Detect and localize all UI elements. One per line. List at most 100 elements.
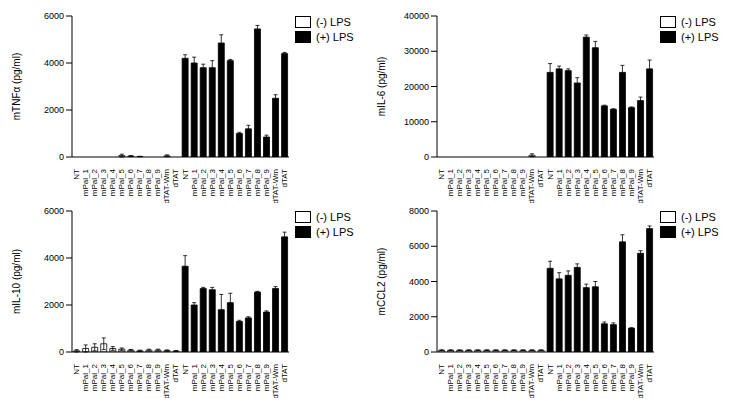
svg-text:mPal_7: mPal_7 [135,363,144,391]
svg-text:mPal_7: mPal_7 [244,363,253,391]
svg-text:0: 0 [424,347,429,357]
svg-text:mPal_4: mPal_4 [108,168,117,196]
svg-text:mPal_2: mPal_2 [455,363,464,391]
svg-text:NT: NT [181,364,190,375]
svg-text:mPal_9: mPal_9 [262,168,271,196]
svg-text:20000: 20000 [404,82,429,92]
svg-text:mPal_3: mPal_3 [208,168,217,196]
svg-text:mPal_9: mPal_9 [518,363,527,391]
svg-text:mPal_1: mPal_1 [190,168,199,196]
svg-text:4000: 4000 [44,58,64,68]
svg-text:dTAT: dTAT [280,169,289,187]
svg-text:mPal_5: mPal_5 [482,363,491,391]
svg-text:mPal_8: mPal_8 [253,363,262,391]
svg-text:mPal_3: mPal_3 [573,363,582,391]
svg-text:mPal_1: mPal_1 [446,363,455,391]
svg-text:dTAT: dTAT [645,364,654,382]
svg-text:mPal_5: mPal_5 [591,168,600,196]
svg-text:2000: 2000 [409,312,429,322]
svg-text:mPal_1: mPal_1 [81,363,90,391]
svg-text:NT: NT [546,169,555,180]
svg-text:0: 0 [424,152,429,162]
svg-text:dTAT-Wm: dTAT-Wm [162,364,171,398]
svg-text:mIL-10 (pg/ml): mIL-10 (pg/ml) [11,249,22,314]
svg-text:NT: NT [72,169,81,180]
svg-text:mPal_1: mPal_1 [190,363,199,391]
svg-text:mPal_7: mPal_7 [609,363,618,391]
svg-text:mPal_8: mPal_8 [144,363,153,391]
svg-text:dTAT: dTAT [171,364,180,382]
svg-text:mPal_2: mPal_2 [90,363,99,391]
svg-text:mPal_5: mPal_5 [117,363,126,391]
svg-text:mPal_4: mPal_4 [217,363,226,391]
svg-text:mPal_7: mPal_7 [244,168,253,196]
svg-text:mPal_2: mPal_2 [564,363,573,391]
svg-text:dTAT-Wm: dTAT-Wm [527,364,536,398]
svg-text:dTAT-Wm: dTAT-Wm [271,364,280,398]
svg-text:mPal_6: mPal_6 [600,363,609,391]
svg-text:mPal_9: mPal_9 [153,363,162,391]
svg-text:mPal_8: mPal_8 [509,363,518,391]
svg-text:mPal_5: mPal_5 [117,168,126,196]
svg-text:dTAT: dTAT [171,169,180,187]
svg-text:mPal_4: mPal_4 [108,363,117,391]
svg-text:2000: 2000 [44,300,64,310]
svg-text:NT: NT [181,169,190,180]
svg-text:mPal_3: mPal_3 [464,168,473,196]
svg-text:mPal_6: mPal_6 [126,168,135,196]
svg-text:6000: 6000 [409,241,429,251]
svg-text:mPal_6: mPal_6 [235,168,244,196]
svg-text:dTAT-Wm: dTAT-Wm [162,169,171,203]
svg-text:mPal_7: mPal_7 [500,168,509,196]
svg-text:mPal_3: mPal_3 [573,168,582,196]
svg-text:NT: NT [546,364,555,375]
svg-text:2000: 2000 [44,105,64,115]
svg-text:dTAT-Wm: dTAT-Wm [636,169,645,203]
svg-text:dTAT: dTAT [536,364,545,382]
svg-text:mPal_2: mPal_2 [199,168,208,196]
svg-text:dTAT: dTAT [280,364,289,382]
svg-text:mPal_3: mPal_3 [208,363,217,391]
svg-text:NT: NT [72,364,81,375]
svg-text:mPal_7: mPal_7 [500,363,509,391]
svg-text:mPal_5: mPal_5 [591,363,600,391]
svg-text:mPal_6: mPal_6 [126,363,135,391]
svg-text:40000: 40000 [404,11,429,21]
svg-text:0: 0 [59,152,64,162]
svg-text:6000: 6000 [44,11,64,21]
svg-text:mPal_4: mPal_4 [473,168,482,196]
svg-text:dTAT-Wm: dTAT-Wm [527,169,536,203]
svg-text:mPal_5: mPal_5 [482,168,491,196]
svg-text:mPal_7: mPal_7 [609,168,618,196]
svg-text:mPal_7: mPal_7 [135,168,144,196]
svg-text:mPal_2: mPal_2 [199,363,208,391]
svg-text:8000: 8000 [409,206,429,216]
svg-text:NT: NT [437,169,446,180]
svg-text:mPal_2: mPal_2 [90,168,99,196]
svg-text:mPal_6: mPal_6 [235,363,244,391]
svg-text:mPal_4: mPal_4 [217,168,226,196]
svg-text:mPal_9: mPal_9 [518,168,527,196]
svg-text:mPal_3: mPal_3 [99,363,108,391]
svg-text:10000: 10000 [404,117,429,127]
svg-text:mPal_9: mPal_9 [627,168,636,196]
svg-text:mPal_9: mPal_9 [153,168,162,196]
svg-text:mPal_1: mPal_1 [555,363,564,391]
svg-text:mPal_4: mPal_4 [582,168,591,196]
svg-text:mCCL2 (pg/ml): mCCL2 (pg/ml) [376,248,387,316]
svg-text:mPal_6: mPal_6 [491,363,500,391]
svg-text:mPal_2: mPal_2 [455,168,464,196]
svg-text:mPal_9: mPal_9 [262,363,271,391]
svg-text:mPal_4: mPal_4 [473,363,482,391]
svg-text:mPal_6: mPal_6 [491,168,500,196]
svg-text:mPal_6: mPal_6 [600,168,609,196]
svg-text:NT: NT [437,364,446,375]
svg-text:6000: 6000 [44,206,64,216]
svg-text:mPal_8: mPal_8 [618,363,627,391]
svg-text:mPal_5: mPal_5 [226,168,235,196]
svg-text:mPal_4: mPal_4 [582,363,591,391]
svg-text:mPal_8: mPal_8 [618,168,627,196]
svg-text:dTAT: dTAT [645,169,654,187]
svg-text:mIL-6 (pg/ml): mIL-6 (pg/ml) [376,57,387,116]
svg-text:dTAT-Wm: dTAT-Wm [271,169,280,203]
